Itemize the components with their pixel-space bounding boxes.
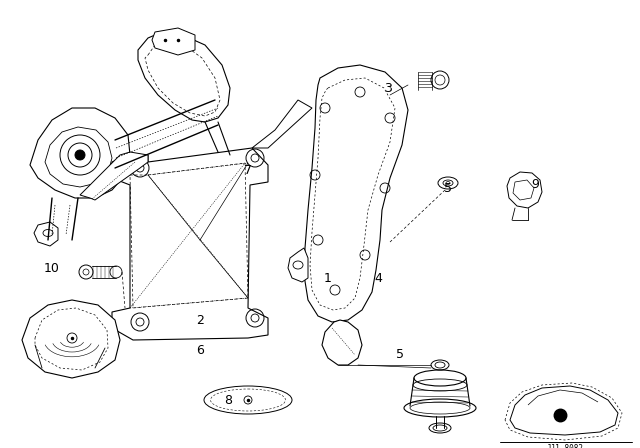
Polygon shape xyxy=(510,386,618,435)
Text: 4: 4 xyxy=(374,271,382,284)
Polygon shape xyxy=(507,172,542,208)
Text: 7: 7 xyxy=(244,164,252,177)
Text: 2: 2 xyxy=(196,314,204,327)
Polygon shape xyxy=(288,248,308,282)
Polygon shape xyxy=(22,300,120,378)
Text: JJ1.8082: JJ1.8082 xyxy=(547,444,584,448)
Polygon shape xyxy=(252,100,312,148)
Polygon shape xyxy=(34,222,58,246)
Circle shape xyxy=(75,150,85,160)
Text: 8: 8 xyxy=(224,393,232,406)
Polygon shape xyxy=(80,152,148,200)
Polygon shape xyxy=(322,320,362,365)
Polygon shape xyxy=(112,148,268,340)
Text: 3: 3 xyxy=(384,82,392,95)
Polygon shape xyxy=(304,65,408,322)
Polygon shape xyxy=(30,108,130,198)
Text: 10: 10 xyxy=(44,262,60,275)
Polygon shape xyxy=(152,28,195,55)
Text: 5: 5 xyxy=(444,181,452,194)
Text: 6: 6 xyxy=(196,344,204,357)
Polygon shape xyxy=(138,32,230,122)
Circle shape xyxy=(431,71,449,89)
Text: 1: 1 xyxy=(324,271,332,284)
Text: 5: 5 xyxy=(396,349,404,362)
Text: 9: 9 xyxy=(531,178,539,191)
